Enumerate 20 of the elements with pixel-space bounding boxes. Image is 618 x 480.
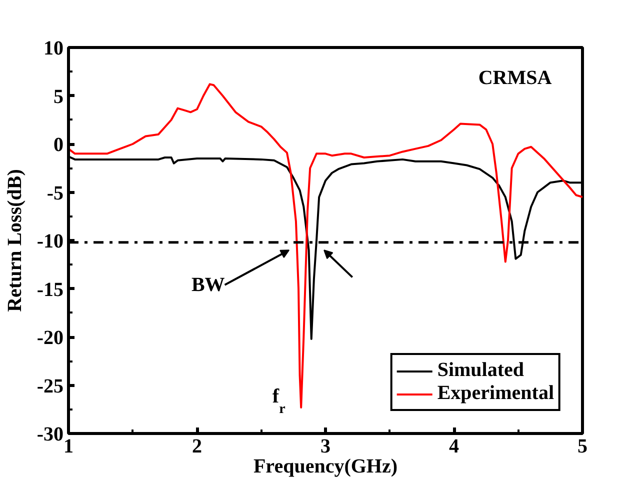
x-tick-label: 5 bbox=[578, 436, 588, 458]
annotation: BW bbox=[191, 274, 225, 296]
x-axis-title: Frequency(GHz) bbox=[253, 456, 398, 478]
x-tick-label: 1 bbox=[64, 436, 74, 458]
y-tick-label: 0 bbox=[54, 134, 64, 156]
y-tick-label: -10 bbox=[36, 230, 64, 252]
x-tick-label: 3 bbox=[320, 436, 330, 458]
legend-label: Experimental bbox=[437, 382, 554, 405]
y-tick-label: 10 bbox=[44, 38, 64, 60]
y-axis-title: Return Loss(dB) bbox=[4, 169, 26, 312]
y-tick-label: -30 bbox=[36, 424, 64, 446]
x-tick-label: 2 bbox=[192, 436, 202, 458]
y-tick-label: 5 bbox=[54, 86, 64, 108]
y-tick-label: -15 bbox=[36, 278, 64, 301]
y-tick-label: -5 bbox=[46, 182, 64, 204]
x-tick-label: 4 bbox=[449, 436, 459, 458]
y-tick-label: -25 bbox=[36, 375, 64, 398]
legend-label: Simulated bbox=[437, 359, 524, 382]
y-tick-label: -20 bbox=[36, 327, 64, 349]
annotation: CRMSA bbox=[478, 66, 552, 89]
